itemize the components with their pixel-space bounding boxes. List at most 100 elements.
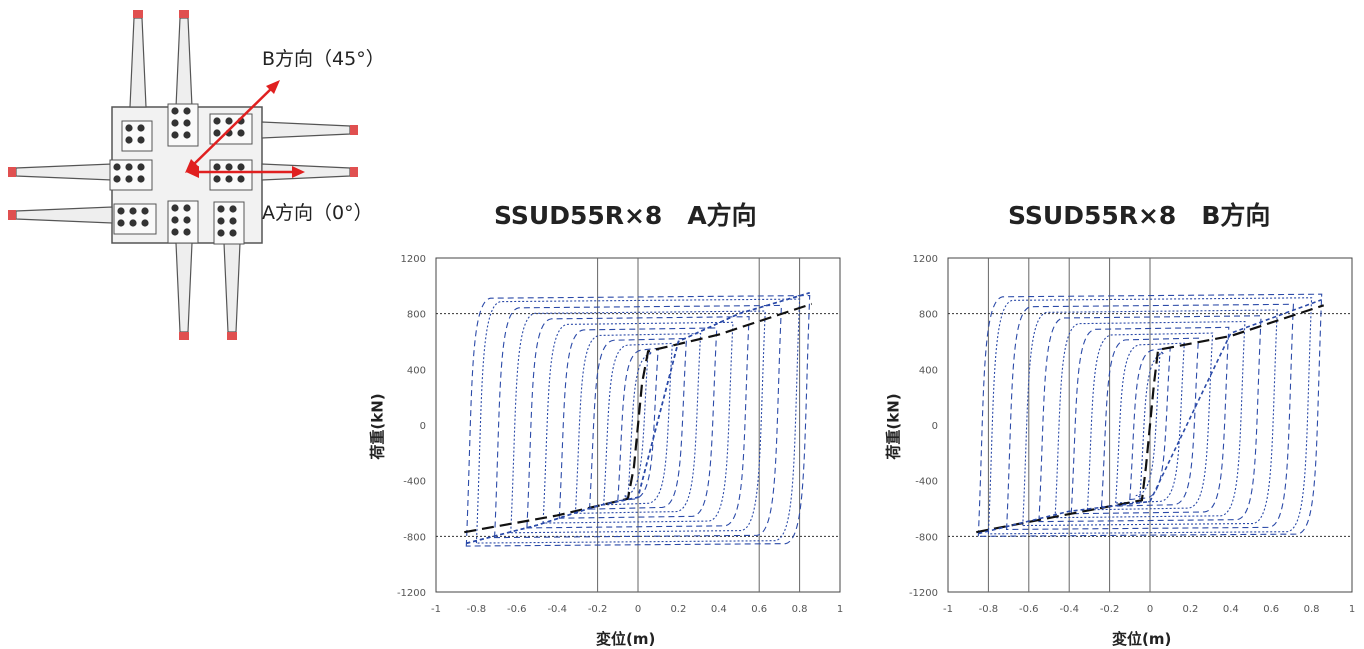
hysteresis-loop — [1022, 309, 1278, 527]
x-tick-label: -1 — [943, 604, 953, 615]
hysteresis-loop — [623, 351, 653, 499]
bolt — [171, 107, 179, 115]
chart-b-ylabel: 荷重(kN) — [884, 393, 903, 460]
series-line — [464, 302, 813, 534]
bolt-groups — [109, 103, 253, 245]
bolt — [237, 175, 245, 183]
y-tick-label: -400 — [915, 477, 938, 488]
x-tick-label: 0.8 — [792, 604, 808, 615]
chart-b-xlabel: 変位(m) — [1112, 630, 1172, 648]
x-tick-label: -0.6 — [1019, 604, 1039, 615]
bolt — [213, 117, 221, 125]
hysteresis-loop — [574, 333, 702, 514]
series-line — [466, 292, 810, 545]
hysteresis-loop — [558, 327, 718, 519]
hysteresis-loop — [510, 310, 766, 534]
hysteresis-loop — [1100, 337, 1200, 507]
x-tick-label: 0.2 — [1182, 604, 1198, 615]
bolt — [213, 163, 221, 171]
bolt — [129, 219, 137, 227]
y-tick-label: -400 — [403, 477, 426, 488]
y-tick-label: -1200 — [909, 588, 938, 599]
y-tick-label: 800 — [919, 310, 938, 321]
x-tick-label: -0.8 — [467, 604, 487, 615]
y-tick-label: 400 — [919, 365, 938, 376]
x-tick-label: 0 — [1147, 604, 1153, 615]
y-tick-label: 1200 — [913, 254, 938, 265]
bolt — [137, 163, 145, 171]
y-tick-label: -800 — [915, 532, 938, 543]
y-tick-label: 0 — [420, 421, 426, 432]
bolt — [217, 229, 225, 237]
hysteresis-loop — [977, 293, 1323, 537]
hysteresis-loop — [465, 295, 811, 547]
bolt — [213, 175, 221, 183]
arm-tip — [133, 10, 143, 18]
bolt — [129, 207, 137, 215]
bolt — [171, 204, 179, 212]
bolt — [229, 217, 237, 225]
bolt — [183, 204, 191, 212]
bolt — [117, 219, 125, 227]
bolt — [117, 207, 125, 215]
y-tick-label: 0 — [932, 421, 938, 432]
x-tick-label: 0.6 — [751, 604, 767, 615]
bolt — [183, 131, 191, 139]
bolt — [213, 129, 221, 137]
hysteresis-loop — [542, 321, 734, 524]
bolt — [183, 216, 191, 224]
bolt — [237, 129, 245, 137]
y-tick-label: -1200 — [397, 588, 426, 599]
hysteresis-loop — [1086, 332, 1214, 511]
arm-up — [129, 17, 147, 108]
direction-a-label: A方向（0°） — [262, 202, 373, 224]
arm-tip — [179, 10, 189, 18]
hysteresis-loop — [526, 316, 750, 529]
arm-tip — [179, 332, 189, 340]
x-tick-label: 0.8 — [1304, 604, 1320, 615]
damper-device-diagram — [8, 10, 358, 340]
arm-tip — [227, 332, 237, 340]
hysteresis-loop — [1115, 342, 1185, 504]
hysteresis-loop — [987, 297, 1313, 535]
bolt — [137, 124, 145, 132]
arm-down — [175, 242, 193, 333]
direction-b-label: B方向（45°） — [262, 48, 385, 70]
bolt — [183, 107, 191, 115]
bolt — [137, 136, 145, 144]
x-tick-label: -0.4 — [1059, 604, 1079, 615]
arm-up — [175, 17, 193, 108]
x-tick-label: -0.2 — [1100, 604, 1120, 615]
arm-left — [15, 206, 113, 224]
hysteresis-loops — [977, 293, 1323, 537]
device-arms — [8, 10, 358, 340]
direction-a-arrow — [186, 166, 305, 178]
arm-tip — [350, 125, 358, 135]
bolt — [125, 124, 133, 132]
x-tick-label: -0.6 — [507, 604, 527, 615]
bolt — [183, 228, 191, 236]
bolt — [237, 163, 245, 171]
hysteresis-loop — [475, 298, 801, 544]
x-tick-label: 1 — [1349, 604, 1355, 615]
x-tick-label: 1 — [837, 604, 843, 615]
chart-a-title: SSUD55R×8 A方向 — [494, 201, 757, 230]
bolt — [141, 207, 149, 215]
hysteresis-loop — [603, 342, 673, 506]
bolt — [113, 175, 121, 183]
bolt — [225, 175, 233, 183]
bolt — [171, 216, 179, 224]
direction-b-arrow — [185, 80, 280, 173]
bolt — [225, 117, 233, 125]
x-tick-label: -0.4 — [547, 604, 567, 615]
hysteresis-loop — [1006, 303, 1294, 531]
arm-right — [261, 121, 351, 139]
x-tick-label: 0.6 — [1263, 604, 1279, 615]
bolt — [171, 119, 179, 127]
bolt — [125, 136, 133, 144]
hysteresis-loop — [1070, 326, 1230, 515]
bolt — [229, 205, 237, 213]
y-tick-label: 1200 — [401, 254, 426, 265]
x-tick-label: -0.8 — [979, 604, 999, 615]
y-tick-label: 400 — [407, 365, 426, 376]
